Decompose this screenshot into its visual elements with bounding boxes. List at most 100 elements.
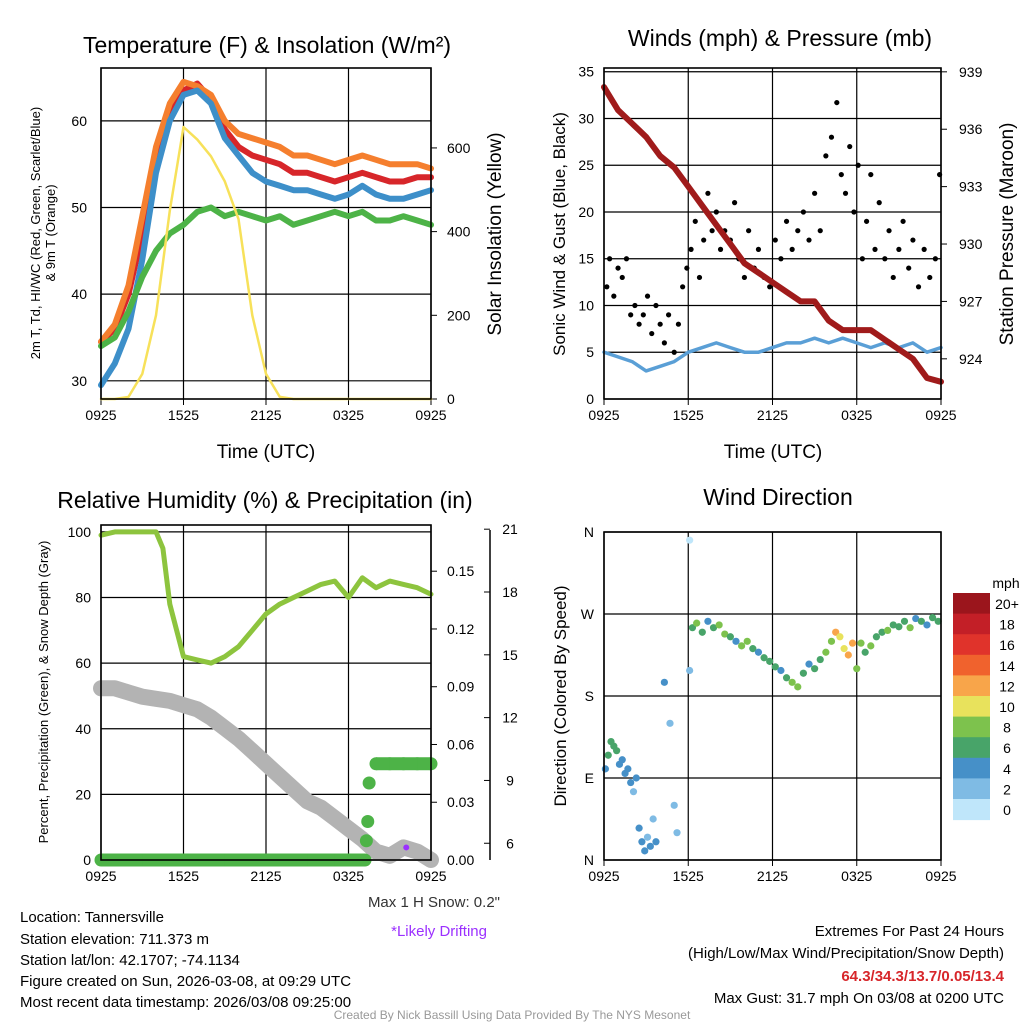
humidity-panel-title: Relative Humidity (%) & Precipitation (i… [57, 487, 472, 513]
rh-x-tick-label: 2125 [250, 868, 281, 884]
gust-point [823, 153, 829, 159]
wind-y-tick-label: 25 [578, 157, 594, 173]
gust-point [665, 312, 672, 318]
gust-point [834, 99, 840, 106]
gust-point [661, 340, 667, 346]
extremes-values: 64.3/34.3/13.7/0.05/13.4 [841, 968, 1004, 985]
series-line-windchill [98, 87, 434, 389]
precip-y-tick-label: 0.00 [447, 852, 474, 868]
wind-direction-point [666, 719, 674, 727]
gust-point [900, 218, 906, 224]
winds-x-tick-label: 0325 [841, 407, 872, 423]
wind-direction-point [649, 815, 657, 823]
gust-point [615, 265, 621, 271]
gust-point [927, 274, 933, 281]
gust-point [653, 302, 659, 309]
snow-depth-tick-label: 6 [506, 835, 514, 851]
wind-direction-point [827, 637, 836, 645]
gust-point [636, 321, 642, 327]
gust-point [607, 256, 613, 262]
colorbar-label: 6 [1003, 740, 1011, 756]
wind-direction-point [726, 633, 734, 641]
gust-point [675, 321, 682, 327]
temp-x-tick-label: 0925 [415, 407, 446, 423]
gust-point [882, 256, 888, 262]
wind-direction-point [777, 666, 785, 675]
gust-point [872, 246, 878, 252]
winds-x-label: Time (UTC) [724, 442, 823, 463]
temperature-panel-title: Temperature (F) & Insolation (W/m²) [83, 32, 451, 58]
wind-direction-point [857, 639, 865, 647]
rh-x-tick-label: 1525 [168, 868, 199, 884]
temp-y-tick-label: 40 [71, 286, 87, 302]
max-snow-text: Max 1 H Snow: 0.2" [368, 894, 500, 911]
wind-direction-point [743, 637, 751, 645]
series-line-dewpoint [98, 204, 434, 350]
gust-point [696, 274, 703, 281]
wind-direction-point [840, 645, 848, 653]
recent-timestamp-text: Most recent data timestamp: 2026/03/08 0… [20, 994, 351, 1011]
wind-direction-point [646, 842, 654, 850]
dir-x-tick-label: 0925 [925, 868, 956, 884]
dir-y-tick-label: W [581, 606, 595, 622]
pressure-y-tick-label: 930 [959, 236, 983, 252]
snow-depth-tick-label: 12 [502, 710, 518, 726]
gust-point [795, 228, 801, 234]
precip-y-tick-label: 0.06 [447, 736, 474, 752]
gust-point [859, 256, 865, 262]
pressure-y-tick-label: 933 [959, 179, 983, 195]
gust-point [692, 218, 698, 224]
wind-direction-point [832, 628, 840, 636]
rh-frame [100, 524, 432, 861]
gust-point [855, 162, 861, 168]
gust-point [921, 246, 927, 252]
temperature-y-label-2: & 9m T (Orange) [43, 184, 58, 281]
wind-direction-point [816, 655, 824, 664]
wind-y-tick-label: 30 [578, 110, 594, 126]
wind-direction-point [822, 648, 830, 656]
wind-direction-point [889, 621, 897, 629]
temp-y-tick-label: 60 [71, 113, 87, 129]
wind-direction-point [686, 666, 694, 675]
wind-direction-point [721, 630, 729, 638]
temp-y-tick-label: 50 [71, 200, 87, 216]
colorbar-swatch [953, 634, 990, 656]
temperature-x-label: Time (UTC) [217, 442, 316, 463]
gust-point [731, 200, 738, 206]
wind-direction-point [811, 665, 819, 673]
gust-point [806, 237, 812, 243]
wind-direction-point [670, 801, 678, 809]
gust-point [915, 284, 922, 290]
winds-x-tick-label: 1525 [673, 407, 704, 423]
wind-direction-point [923, 621, 931, 629]
wind-direction-point [732, 637, 740, 645]
colorbar-swatch [953, 654, 990, 676]
gust-point [709, 228, 715, 234]
pressure-y-tick-label: 927 [959, 293, 983, 309]
dir-y-tick-label: E [585, 770, 594, 786]
pressure-y-label: Station Pressure (Maroon) [997, 123, 1018, 346]
wind-direction-point [738, 642, 746, 650]
gust-point [778, 256, 784, 262]
rh-y-tick-label: 40 [75, 721, 91, 737]
wind-direction-point [686, 536, 694, 544]
wind-direction-point [704, 617, 712, 625]
wind-y-tick-label: 20 [578, 204, 594, 220]
wind-direction-point [604, 751, 612, 759]
gust-point [746, 228, 752, 234]
wind-direction-point [782, 674, 791, 682]
wind-direction-point [629, 788, 638, 796]
wind-direction-point [673, 829, 681, 837]
snow-depth-tick-label: 9 [506, 772, 514, 788]
gust-point [789, 246, 795, 252]
gust-point [688, 246, 694, 252]
colorbar-label: 16 [999, 637, 1015, 653]
drifting-marker [403, 844, 410, 851]
colorbar-swatch [953, 696, 990, 718]
gust-point [868, 171, 874, 178]
wind-direction-point [693, 619, 701, 627]
gust-point [628, 312, 634, 318]
wind-direction-point [912, 614, 920, 623]
elevation-text: Station elevation: 711.373 m [20, 931, 209, 948]
